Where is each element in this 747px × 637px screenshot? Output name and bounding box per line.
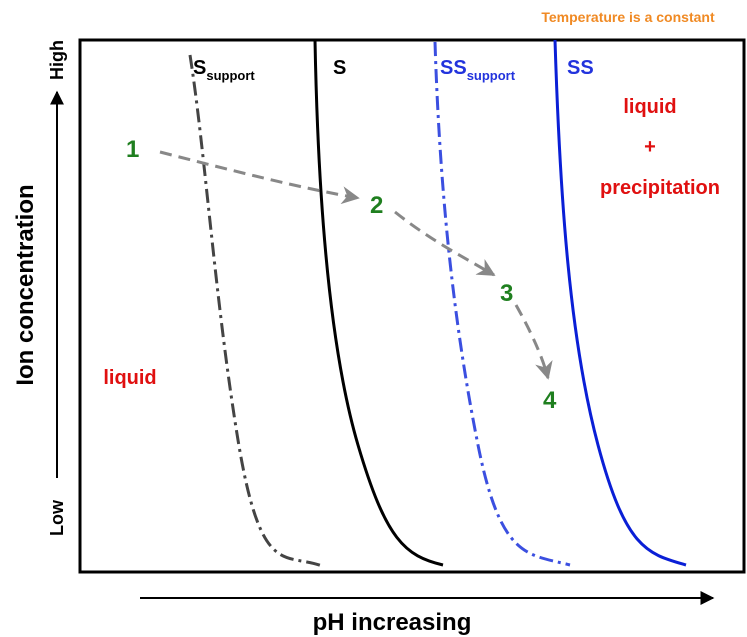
point-label: 3 (500, 280, 513, 307)
curve-label-main: SS (440, 57, 467, 79)
y-low: Low (47, 499, 67, 536)
curve-s-support (188, 54, 323, 568)
process-path (159, 150, 553, 380)
curve-label-sub: support (467, 68, 516, 83)
y-axis-label: Ion concentration (12, 184, 39, 385)
curve-label: Ssupport (193, 57, 255, 83)
process-step (394, 210, 496, 277)
note-top: Temperature is a constant (541, 9, 715, 25)
process-step (159, 150, 360, 205)
curve-label: S (333, 57, 346, 79)
plot-frame (78, 38, 746, 574)
curve-ss-support (433, 41, 571, 567)
curve-s (313, 39, 444, 567)
region-label: liquid (623, 96, 676, 118)
curve-label-main: S (193, 57, 206, 79)
curve-label-sub: support (206, 68, 255, 83)
curve-ss (553, 39, 687, 567)
region-label: precipitation (600, 177, 720, 199)
point-label: 1 (126, 136, 139, 163)
curve-label: SS (567, 57, 594, 79)
curve-label: SSsupport (440, 57, 516, 83)
point-label: 2 (370, 192, 383, 219)
x-axis-label: pH increasing (313, 609, 472, 636)
process-step (514, 304, 553, 380)
region-label: liquid (103, 367, 156, 389)
region-label: + (644, 136, 656, 158)
point-label: 4 (543, 387, 557, 414)
y-high: High (47, 40, 67, 80)
